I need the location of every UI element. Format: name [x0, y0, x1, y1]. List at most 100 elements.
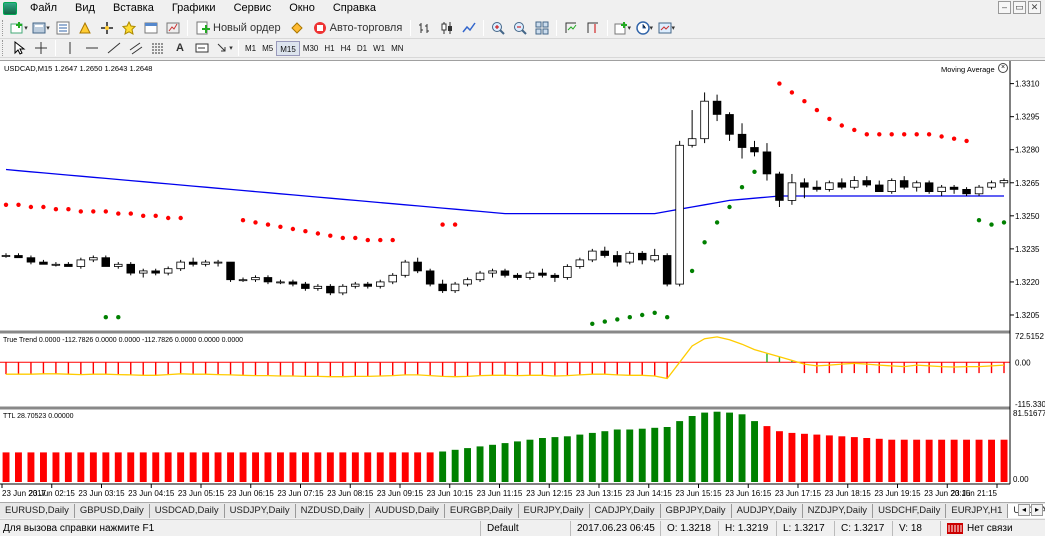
timeframe-w1[interactable]: W1	[373, 43, 386, 53]
chart-tab[interactable]: CADJPY,Daily	[590, 503, 661, 518]
sar-dot	[789, 90, 795, 95]
chart-tab[interactable]: AUDJPY,Daily	[732, 503, 803, 518]
metaeditor-button[interactable]	[287, 19, 307, 37]
menu-charts[interactable]: Графики	[171, 2, 216, 14]
minimize-icon[interactable]: –	[998, 1, 1011, 14]
chart-tab[interactable]: AUDUSD,Daily	[370, 503, 445, 518]
arrows-button[interactable]: ▾	[214, 39, 234, 57]
horizontal-line-button[interactable]	[82, 39, 102, 57]
close-icon[interactable]: ✕	[1028, 1, 1041, 14]
sar-dot	[290, 226, 296, 232]
chart-tab[interactable]: NZDJPY,Daily	[803, 503, 874, 518]
ttl-bar	[863, 438, 871, 482]
trendline-button[interactable]	[104, 39, 124, 57]
candle-body	[787, 182, 797, 201]
candle-body	[725, 114, 734, 135]
crosshair-button[interactable]	[31, 39, 51, 57]
chart-tab[interactable]: NZDUSD,Daily	[296, 503, 370, 518]
profiles-icon	[32, 22, 46, 33]
timeframe-d1[interactable]: D1	[356, 43, 368, 53]
candle-body	[213, 261, 223, 264]
auto-trading-button[interactable]: Авто-торговля	[309, 19, 407, 37]
terminal-button[interactable]	[141, 19, 161, 37]
templates-button[interactable]: ▾	[656, 19, 676, 37]
candle-body	[662, 255, 672, 285]
menu-window[interactable]: Окно	[289, 2, 315, 14]
zoom-in-button[interactable]	[488, 19, 508, 37]
tab-next-icon[interactable]: ▸	[1031, 504, 1043, 516]
time-label: 23 Jun 14:15	[626, 489, 673, 498]
candle-body	[400, 261, 410, 276]
chart-shift-button[interactable]	[583, 19, 603, 37]
time-label: 23 Jun 03:15	[78, 489, 125, 498]
timeframe-m1[interactable]: M1	[245, 43, 257, 53]
sar-dot	[852, 127, 857, 133]
menu-help[interactable]: Справка	[332, 2, 376, 14]
market-watch-button[interactable]	[53, 19, 73, 37]
navigator-button[interactable]	[97, 19, 117, 37]
close-chart-icon[interactable]: ×	[998, 63, 1008, 73]
sar-dot	[665, 315, 670, 320]
menu-insert[interactable]: Вставка	[112, 2, 154, 14]
price-scale[interactable]: 1.3310 1.3295 1.3280 1.3265 1.3250 1.3235 1.32…	[1010, 80, 1040, 320]
auto-scroll-button[interactable]	[561, 19, 581, 37]
chart-tab[interactable]: GBPJPY,Daily	[661, 503, 732, 518]
ma-indicator-label: Moving Average	[941, 65, 995, 74]
menu-view[interactable]: Вид	[75, 2, 95, 14]
ttl-bar	[801, 433, 808, 482]
app-icon[interactable]	[3, 2, 17, 15]
chart-tab[interactable]: EURJPY,H1	[946, 503, 1009, 518]
new-order-button[interactable]: Новый ордер	[192, 19, 285, 37]
status-connection[interactable]: Нет связи	[940, 520, 1040, 536]
timeframe-h1[interactable]: H1	[324, 43, 335, 53]
favorites-button[interactable]	[119, 19, 139, 37]
chart-tab[interactable]: EURJPY,Daily	[519, 503, 590, 518]
tile-windows-button[interactable]	[532, 19, 552, 37]
price-pane	[1, 81, 1009, 326]
menu-file[interactable]: Файл	[30, 2, 58, 14]
periods-button[interactable]: ▾	[634, 19, 654, 37]
equidistant-channel-button[interactable]	[126, 39, 146, 57]
chart-tab[interactable]: USDJPY,Daily	[225, 503, 296, 518]
menu-tools[interactable]: Сервис	[233, 2, 272, 14]
fibonacci-button[interactable]	[148, 39, 168, 57]
sar-dot	[839, 123, 844, 128]
candlestick-button[interactable]	[437, 19, 457, 37]
timeframe-m30[interactable]: M30	[302, 43, 319, 53]
chart-tab[interactable]: GBPUSD,Daily	[75, 503, 150, 518]
data-window-button[interactable]	[75, 19, 95, 37]
chart-window[interactable]: 72.5152 0.00 -115.330 81.51677 0.00 1.3310 1…	[0, 60, 1045, 502]
timeframe-mn[interactable]: MN	[391, 43, 404, 53]
text-button[interactable]: A	[170, 39, 190, 57]
ttl-label: TTL 28.70523 0.00000	[3, 413, 74, 420]
label-button[interactable]	[192, 39, 212, 57]
chart-tab[interactable]: USDCAD,Daily	[150, 503, 225, 518]
new-chart-button[interactable]: ▾	[9, 19, 29, 37]
chart-tab[interactable]: EURUSD,Daily	[0, 503, 75, 518]
status-datetime: 2017.06.23 06:45	[570, 520, 660, 536]
candle-body	[638, 252, 647, 261]
restore-icon[interactable]: ▭	[1013, 1, 1026, 14]
line-chart-button[interactable]	[459, 19, 479, 37]
vertical-line-button[interactable]	[60, 39, 80, 57]
price-label: 1.3220	[1015, 278, 1040, 287]
profiles-button[interactable]: ▾	[31, 19, 51, 37]
sar-dot	[802, 99, 807, 104]
sar-dot	[814, 107, 820, 113]
tester-button[interactable]	[163, 19, 183, 37]
tab-prev-icon[interactable]: ◂	[1018, 504, 1030, 516]
timeframe-m15[interactable]: M15	[276, 40, 300, 56]
indicators-button[interactable]: ▾	[612, 19, 632, 37]
chart-tab[interactable]: EURGBP,Daily	[445, 503, 519, 518]
zoom-out-button[interactable]	[510, 19, 530, 37]
cursor-button[interactable]	[9, 39, 29, 57]
status-high: H: 1.3219	[718, 520, 776, 536]
sar-dot	[752, 169, 757, 174]
toolbar-separator	[55, 40, 56, 56]
timeframe-m5[interactable]: M5	[262, 43, 274, 53]
timeframe-h4[interactable]: H4	[340, 43, 351, 53]
bar-chart-button[interactable]	[415, 19, 435, 37]
chart-tab[interactable]: USDCHF,Daily	[873, 503, 947, 518]
